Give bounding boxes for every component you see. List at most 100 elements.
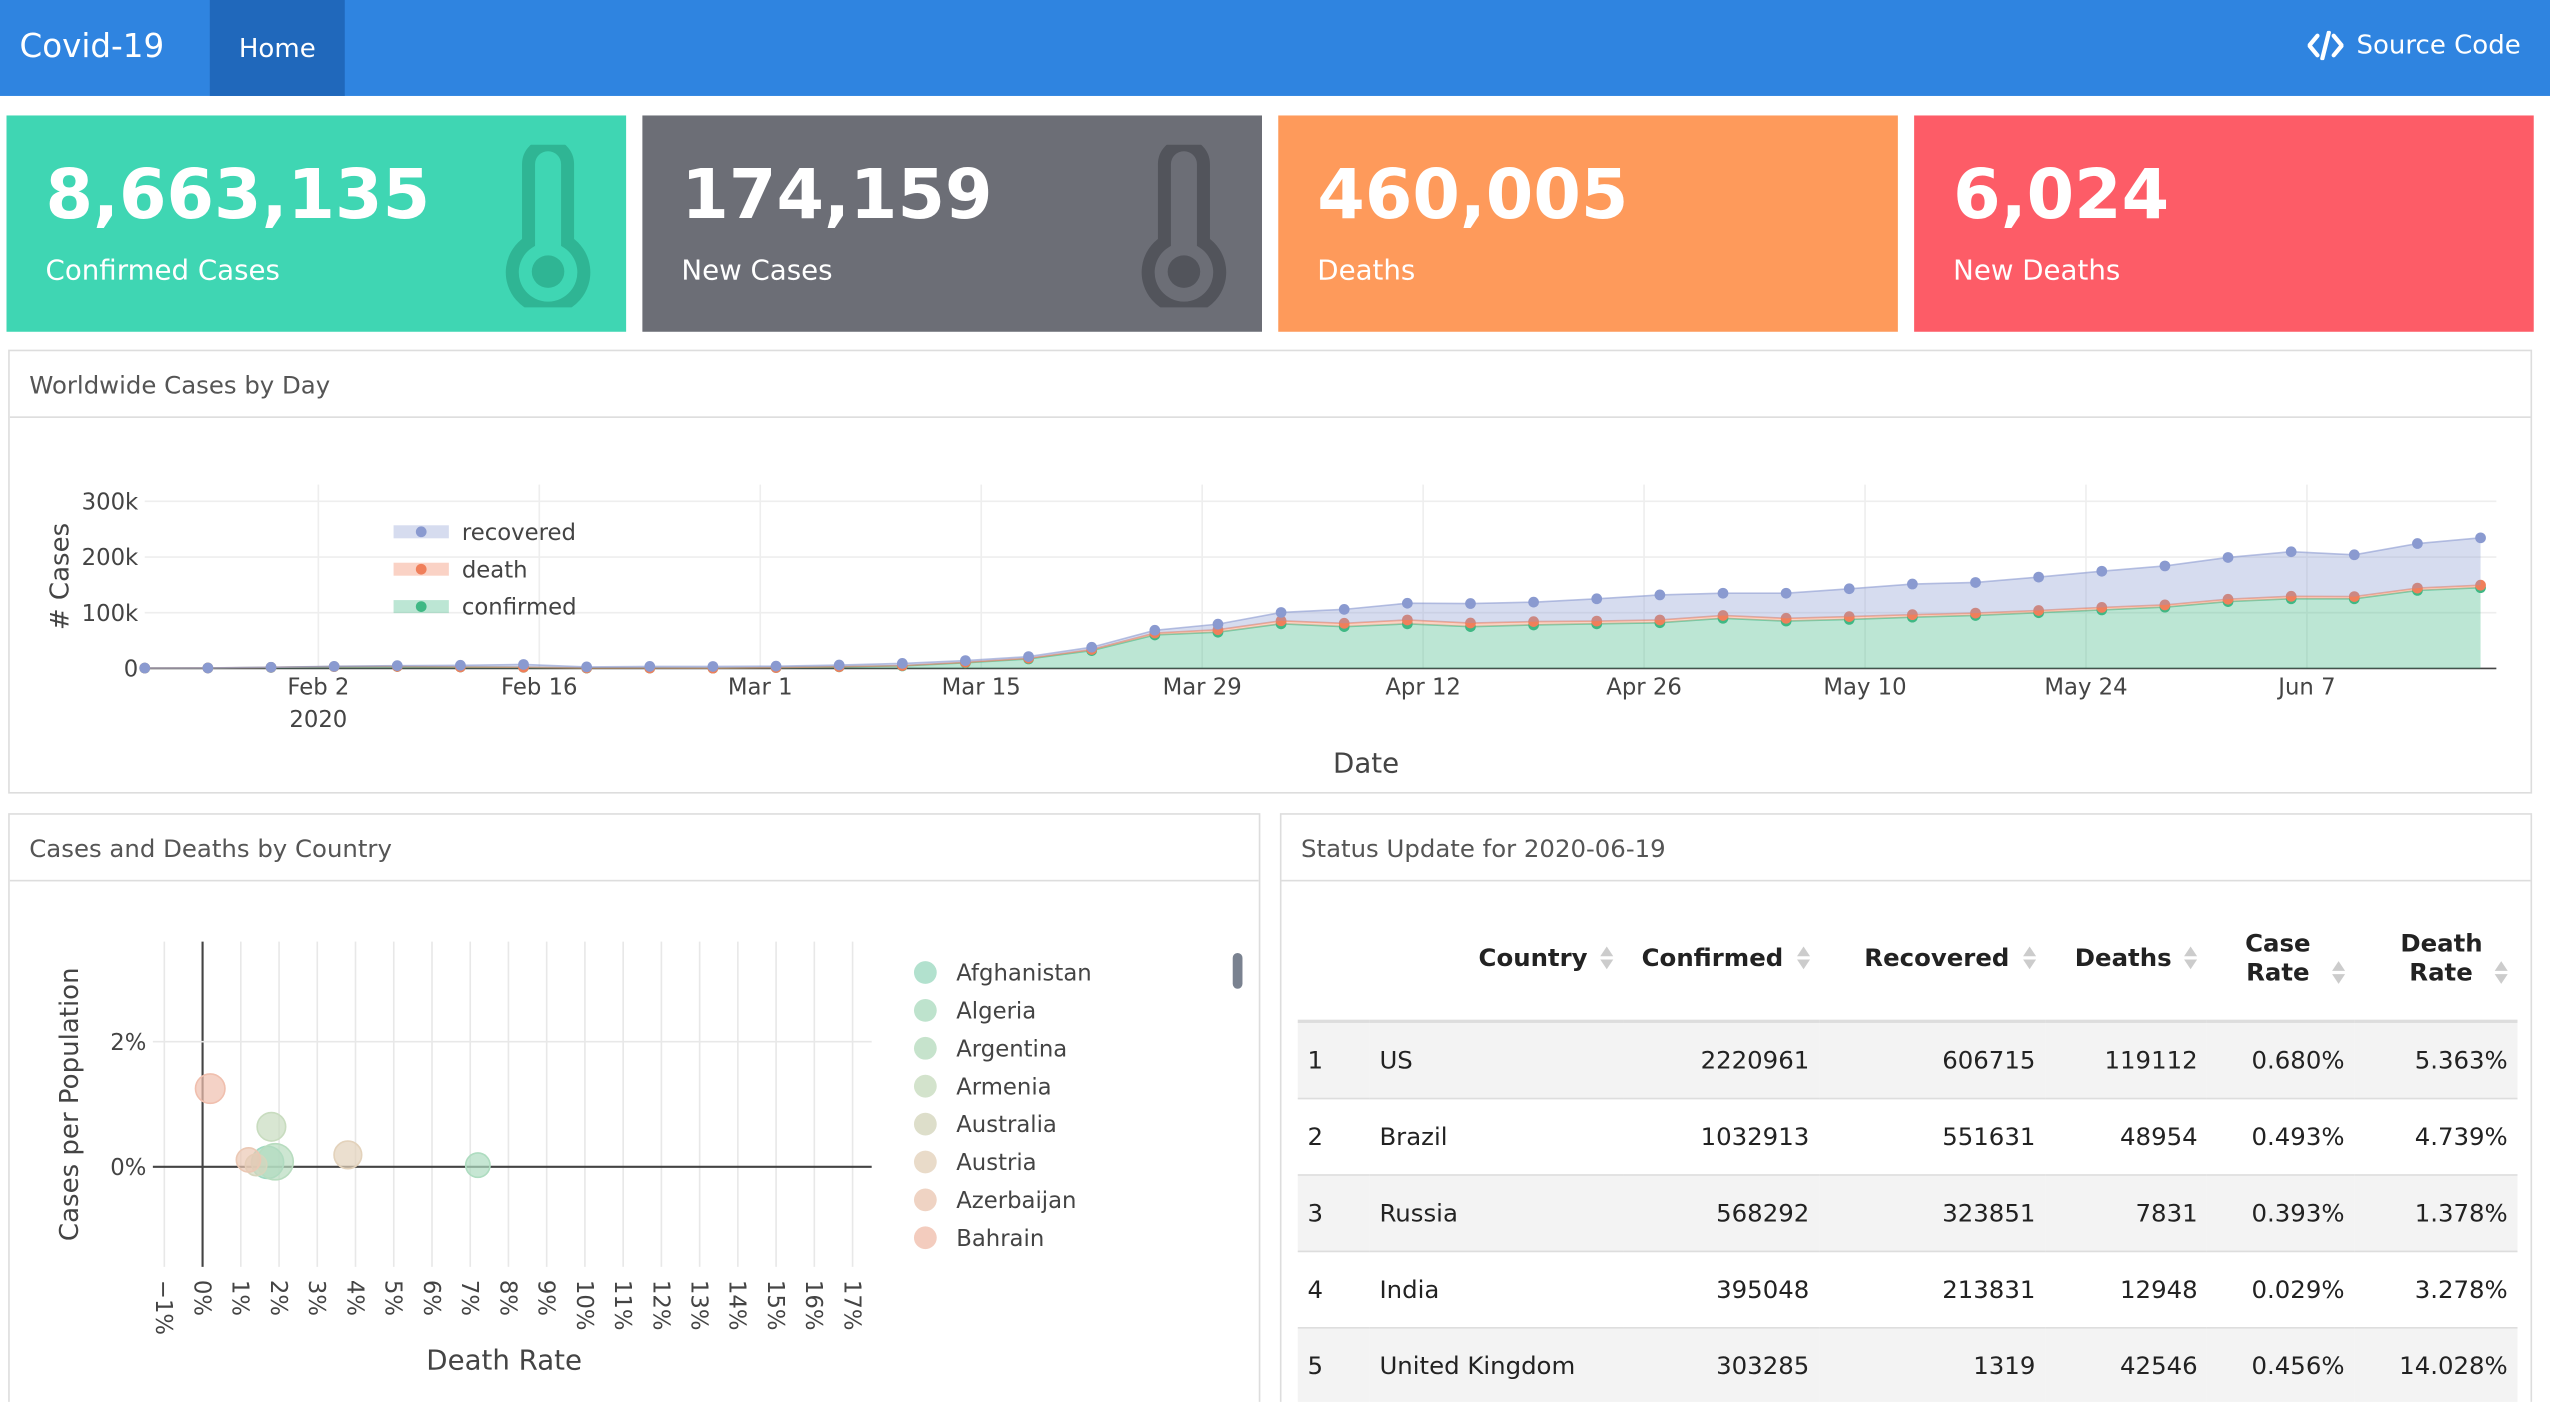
thermometer-icon [1141,144,1227,308]
legend-label[interactable]: Algeria [956,999,1036,1025]
table-cell: 14.028% [2354,1327,2518,1402]
header-label[interactable]: Country [1478,942,1588,973]
bubble [464,1152,491,1179]
point [1717,587,1729,599]
point [581,661,593,673]
legend-marker[interactable] [913,999,937,1022]
header-label[interactable]: Recovered [1864,942,2010,973]
card-label: New Deaths [1953,255,2121,288]
x-tick-label: 8% [494,1280,520,1316]
point [1970,577,1981,588]
table-cell: 0.029% [2207,1251,2355,1329]
point [2475,579,2486,591]
sort-icon [1796,944,1810,973]
x-tick-label: May 10 [1823,674,1906,700]
header-cell[interactable]: Confirmed [1623,896,1820,1023]
sort-up [2494,961,2508,972]
sort-icon [2184,944,2198,973]
table-cell: 119112 [2045,1021,2208,1100]
table-cell: 42546 [2045,1327,2208,1402]
legend-scrollbar[interactable] [1232,953,1243,989]
legend-label[interactable]: Armenia [956,1074,1051,1100]
point [1401,614,1413,626]
table-cell: 1.378% [2354,1174,2518,1253]
point [2033,571,2045,583]
point [2412,538,2423,549]
header-label[interactable]: Deaths [2074,942,2172,973]
card-value: 6,024 [1953,154,2170,235]
header-cell[interactable]: Recovered [1819,896,2046,1023]
point [960,655,971,666]
legend-marker[interactable] [913,1150,937,1174]
x-tick-label: 4% [341,1280,367,1316]
sort-up [2331,961,2345,972]
area-fill [144,587,2481,669]
header-cell[interactable]: Country [1369,896,1624,1023]
y-axis-label: # Cases [45,523,75,630]
table-cell: United Kingdom [1369,1327,1624,1402]
point [1907,578,1918,590]
table-cell: 3 [1297,1174,1370,1253]
y-tick-label: 0 [124,657,138,683]
point [391,660,403,671]
source-text[interactable]: Source Code [2356,29,2521,61]
table-cell: 0.393% [2207,1174,2355,1253]
sort-icon [2331,958,2345,987]
cases-chart: Feb 2 Feb 16 Mar 1 Mar 15 Mar 29 Apr 12 Apr 26… [45,484,2497,779]
sort-up [1600,946,1614,957]
legend-label: confirmed [462,595,577,621]
legend-marker[interactable] [913,1112,937,1136]
series-line [144,584,2481,669]
header-cell[interactable]: Case Rate [2207,896,2355,1023]
table-cell: 7831 [2045,1174,2208,1253]
card-label: New Cases [681,255,833,288]
header-label[interactable]: Death Rate [2400,928,2483,987]
point [1023,651,1034,662]
legend-marker[interactable] [913,1188,937,1212]
legend-label[interactable]: Austria [956,1150,1036,1176]
point [2285,590,2297,602]
x-tick-label: 12% [647,1280,673,1331]
point [644,661,656,672]
table-cell: Russia [1369,1174,1624,1253]
x-axis-label: Date [1333,746,1399,779]
legend-label: death [462,557,528,583]
point [1275,607,1287,618]
table-cell: 395048 [1623,1251,1820,1329]
legend-marker [415,526,427,538]
x-tick-label: 16% [800,1280,826,1331]
sort-icon [1600,944,1614,973]
header-cell[interactable]: Deaths [2045,896,2208,1023]
legend-marker[interactable] [913,1036,937,1060]
legend-marker[interactable] [913,1074,937,1098]
card-label: Deaths [1317,255,1416,288]
point [2159,599,2171,611]
point [1086,641,1098,653]
x-year-label: 2020 [289,707,347,733]
point [1528,616,1539,627]
header-cell[interactable]: Death Rate [2354,896,2518,1023]
home-tab[interactable]: Home [209,0,345,96]
source-link[interactable]: Source Code [2307,29,2521,61]
brand[interactable]: Covid-19 [19,26,165,66]
header-label[interactable]: Case Rate [2245,928,2311,987]
point [1654,589,1666,601]
sort-down [1796,959,1810,970]
point [1338,617,1350,629]
legend-label[interactable]: Argentina [956,1036,1067,1062]
table-cell: 568292 [1623,1174,1820,1253]
legend-label[interactable]: Afghanistan [956,961,1091,987]
panel-title: Worldwide Cases by Day [9,351,2531,418]
legend-label[interactable]: Bahrain [956,1226,1044,1252]
sort-down [1600,959,1614,970]
legend-marker[interactable] [913,1226,937,1250]
header-label[interactable]: Confirmed [1641,942,1784,973]
legend-marker [415,563,427,575]
legend-marker[interactable] [913,961,937,984]
table-cell: 1319 [1819,1327,2046,1402]
x-tick-label: Feb 16 [501,674,577,700]
legend-label[interactable]: Australia [956,1112,1057,1138]
card-value: 460,005 [1317,154,1629,235]
legend-label[interactable]: Azerbaijan [956,1188,1076,1214]
sort-icon [2494,958,2508,987]
